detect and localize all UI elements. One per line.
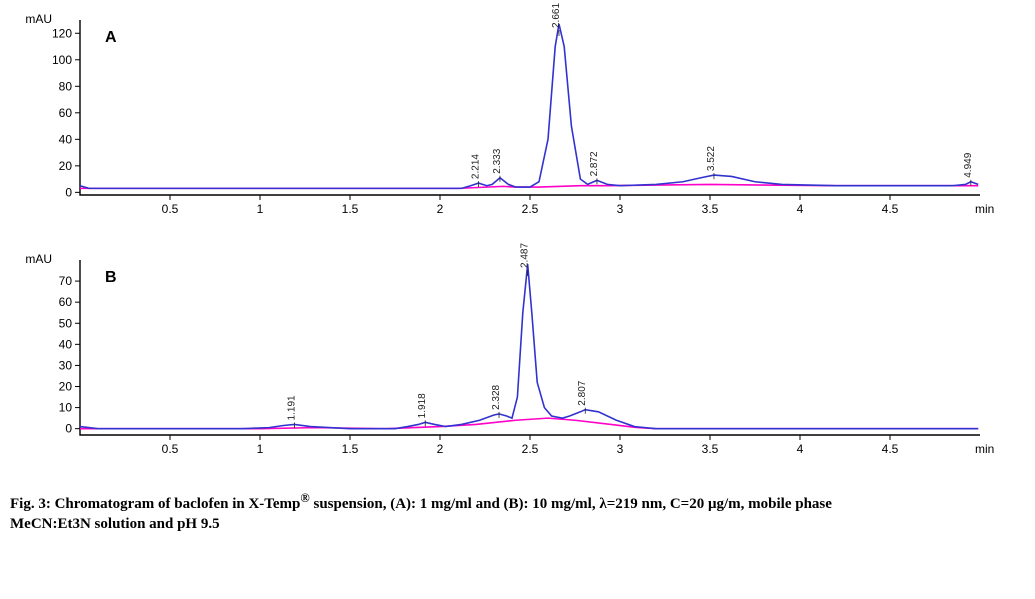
caption-text-1b: suspension, (A): 1 mg/ml and (B): 10 mg/… <box>310 496 832 512</box>
peak-label: 2.487 <box>520 243 531 268</box>
figure-caption: Fig. 3: Chromatogram of baclofen in X-Te… <box>10 490 1020 535</box>
y-tick-label: 20 <box>59 380 73 394</box>
y-tick-label: 50 <box>59 316 73 330</box>
y-tick-label: 20 <box>59 159 73 173</box>
x-axis-label: min <box>975 202 994 216</box>
y-tick-label: 100 <box>52 53 72 67</box>
y-tick-label: 60 <box>59 106 73 120</box>
y-tick-label: 70 <box>59 274 73 288</box>
plot-background <box>80 20 980 195</box>
peak-label: 4.949 <box>963 152 974 177</box>
chromatogram-panel-b: 0 10 20 30 40 50 60 70 0.5 1 1.5 2 2.5 3 3.5 4 4.5 mAU min… <box>10 250 1010 470</box>
x-tick-label: 1.5 <box>342 202 359 216</box>
peak-label: 3.522 <box>706 146 717 171</box>
peak-label: 2.807 <box>577 380 588 405</box>
chromatogram-svg-a: 0 20 40 60 80 100 120 0.5 1 1.5 2 2.5 3 3.5 4 4.5 mAU min… <box>10 10 1010 230</box>
x-tick-label: 4.5 <box>882 442 899 456</box>
x-tick-label: 4 <box>797 202 804 216</box>
peak-label: 1.918 <box>417 393 428 418</box>
x-tick-label: 0.5 <box>162 442 179 456</box>
y-axis-label: mAU <box>25 252 52 266</box>
x-tick-label: 1.5 <box>342 442 359 456</box>
peak-label: 2.328 <box>491 384 502 409</box>
y-tick-label: 40 <box>59 337 73 351</box>
x-axis-label: min <box>975 442 994 456</box>
y-tick-label: 40 <box>59 132 73 146</box>
x-tick-label: 1 <box>257 442 264 456</box>
peak-label: 2.333 <box>492 148 503 173</box>
panel-label: B <box>105 269 117 286</box>
chromatogram-panel-a: 0 20 40 60 80 100 120 0.5 1 1.5 2 2.5 3 3.5 4 4.5 mAU min… <box>10 10 1010 230</box>
x-tick-label: 2 <box>437 442 444 456</box>
chromatogram-svg-b: 0 10 20 30 40 50 60 70 0.5 1 1.5 2 2.5 3 3.5 4 4.5 mAU min… <box>10 250 1010 470</box>
x-tick-label: 3 <box>617 442 624 456</box>
caption-text-2: MeCN:Et3N solution and pH 9.5 <box>10 516 220 532</box>
caption-sup: ® <box>300 491 309 505</box>
x-tick-label: 4 <box>797 442 804 456</box>
x-tick-label: 1 <box>257 202 264 216</box>
x-tick-label: 0.5 <box>162 202 179 216</box>
x-tick-label: 2.5 <box>522 442 539 456</box>
x-tick-label: 2.5 <box>522 202 539 216</box>
y-tick-label: 10 <box>59 401 73 415</box>
x-tick-label: 3.5 <box>702 442 719 456</box>
x-tick-label: 3 <box>617 202 624 216</box>
y-tick-label: 80 <box>59 79 73 93</box>
peak-label: 1.191 <box>286 395 297 420</box>
x-tick-label: 4.5 <box>882 202 899 216</box>
x-tick-label: 3.5 <box>702 202 719 216</box>
y-tick-label: 30 <box>59 358 73 372</box>
y-tick-label: 0 <box>65 185 72 199</box>
panel-label: A <box>105 29 117 46</box>
y-tick-label: 120 <box>52 26 72 40</box>
y-tick-label: 60 <box>59 295 73 309</box>
peak-label: 2.661 <box>551 3 562 28</box>
x-tick-label: 2 <box>437 202 444 216</box>
y-tick-label: 0 <box>65 422 72 436</box>
peak-label: 2.872 <box>589 151 600 176</box>
peak-label: 2.214 <box>471 154 482 179</box>
y-axis-label: mAU <box>25 12 52 26</box>
caption-text-1: Fig. 3: Chromatogram of baclofen in X-Te… <box>10 496 300 512</box>
